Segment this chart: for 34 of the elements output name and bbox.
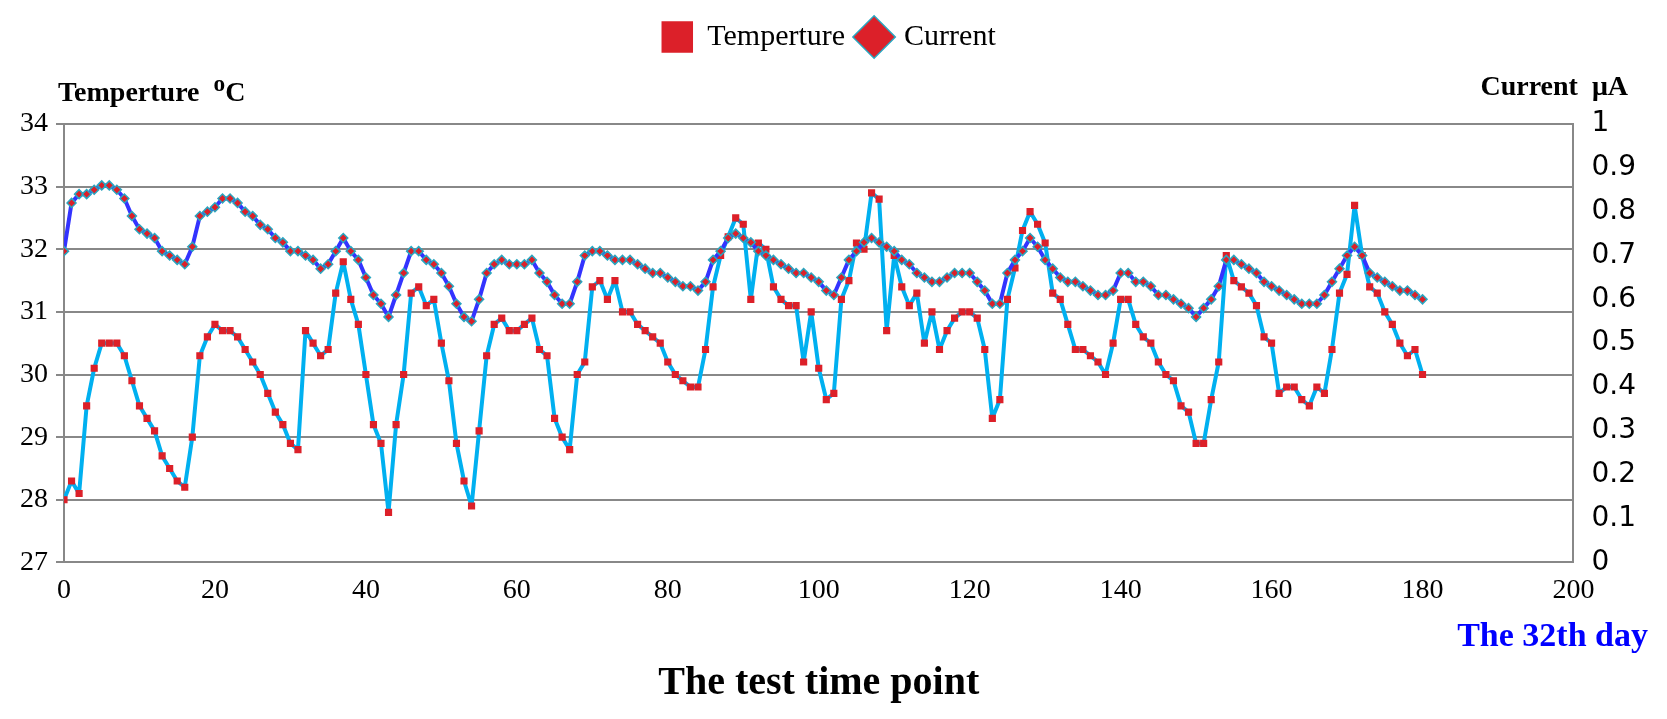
x-tick-label: 160 <box>1250 572 1293 604</box>
x-tick-label: 80 <box>653 572 682 604</box>
y-tick-label: 30 <box>20 356 48 388</box>
y-tick-label: 29 <box>20 419 48 451</box>
legend-label: Current <box>904 17 997 51</box>
y2-axis-title: Current μA <box>1480 70 1628 102</box>
text: The 32th day <box>1457 616 1648 654</box>
x-tick-label: 180 <box>1401 572 1444 604</box>
x-axis-title: The test time point <box>658 658 980 704</box>
x-tick-label: 40 <box>351 572 380 604</box>
y2-tick-label: 0.5 <box>1591 324 1636 358</box>
x-tick-label: 120 <box>948 572 991 604</box>
y-tick-label: 27 <box>20 544 48 576</box>
legend-label: Temperture <box>707 17 846 51</box>
y-tick-label: 28 <box>20 482 48 514</box>
y-tick-label: 32 <box>20 231 48 263</box>
y2-tick-label: 0.4 <box>1591 368 1636 402</box>
y2-tick-label: 1 <box>1591 105 1610 139</box>
x-tick-label: 100 <box>797 572 840 604</box>
y2-tick-label: 0.8 <box>1591 192 1636 226</box>
y2-tick-label: 0.7 <box>1591 236 1636 270</box>
x-tick-label: 0 <box>57 572 71 604</box>
x-tick-label: 140 <box>1099 572 1142 604</box>
y-tick-label: 33 <box>20 168 48 200</box>
x-tick-label: 60 <box>502 572 531 604</box>
y2-tick-label: 0.3 <box>1591 412 1636 446</box>
x-tick-label: 20 <box>200 572 229 604</box>
y-axis-title: Temperture $^{o}$C <box>58 70 246 109</box>
y2-tick-label: 0.1 <box>1591 499 1636 533</box>
y2-tick-label: 0.9 <box>1591 149 1636 183</box>
y-tick-label: 34 <box>20 106 48 138</box>
y2-tick-label: 0.2 <box>1591 456 1636 489</box>
y-tick-label: 31 <box>20 294 48 326</box>
y2-tick-label: 0.6 <box>1591 280 1636 314</box>
